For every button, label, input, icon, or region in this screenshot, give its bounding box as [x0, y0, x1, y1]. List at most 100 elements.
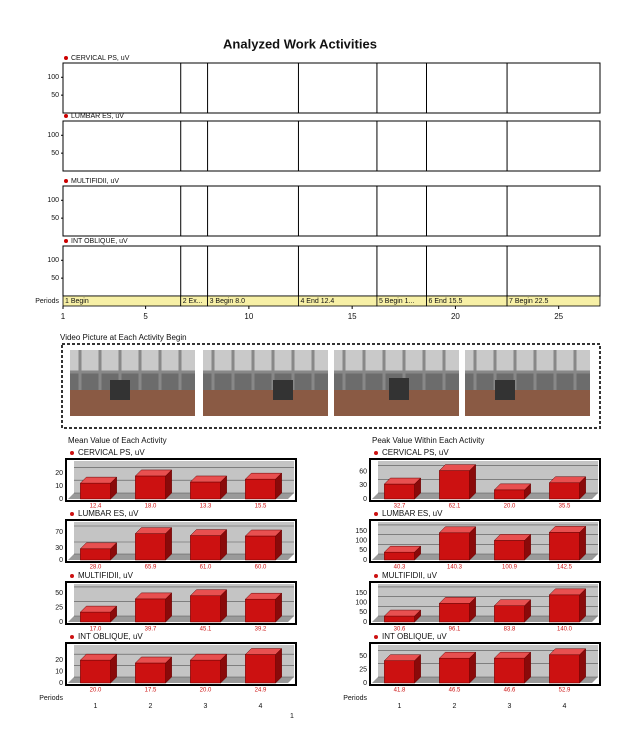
- period-label: 4 End 12.4: [300, 298, 334, 305]
- bar: [494, 657, 525, 684]
- floor: [372, 493, 598, 499]
- bar-side: [275, 592, 282, 623]
- value-label: 61.0: [200, 565, 212, 571]
- y-tick-label: 100: [47, 197, 59, 204]
- y-tick-label: 150: [355, 528, 367, 535]
- y-tick-label: 0: [59, 619, 63, 626]
- panel: [62, 62, 601, 114]
- y-tick-label: 0: [59, 557, 63, 564]
- period-label: 2 Ex...: [183, 298, 203, 305]
- x-tick-label: 1: [94, 703, 98, 710]
- video-image: [70, 350, 195, 416]
- page-number: 1: [290, 713, 294, 720]
- floor: [372, 677, 598, 683]
- bar-side: [469, 651, 476, 684]
- x-tick-label: 1: [61, 312, 66, 321]
- bar-side: [524, 599, 531, 623]
- back-wall: [74, 645, 294, 677]
- chart-title: LUMBAR ES, uV: [78, 509, 139, 518]
- bar-side: [524, 483, 531, 500]
- period-segment: [506, 295, 601, 307]
- bar: [190, 659, 221, 684]
- value-label: 62.1: [449, 504, 461, 510]
- x-tick-label: 20: [451, 312, 460, 321]
- bar-side: [220, 653, 227, 684]
- bar-side: [524, 533, 531, 561]
- floor: [372, 554, 598, 560]
- chart-title: INT OBLIQUE, uV: [78, 632, 143, 641]
- mean-title: Mean Value of Each Activity: [68, 436, 167, 445]
- floor: [68, 554, 294, 560]
- x-tick-label: 4: [259, 703, 263, 710]
- value-label: 39.2: [255, 627, 267, 633]
- y-tick-label: 60: [359, 468, 367, 475]
- periods-label: Periods: [35, 298, 59, 305]
- y-tick-label: 0: [363, 496, 367, 503]
- chart-title: CERVICAL PS, uV: [78, 448, 145, 457]
- bar-side: [275, 529, 282, 561]
- value-label: 15.5: [255, 504, 267, 510]
- chart-bullet: [374, 451, 378, 455]
- chart-bullet: [70, 451, 74, 455]
- x-tick-label: 2: [453, 703, 457, 710]
- value-label: 20.0: [504, 504, 516, 510]
- bar: [439, 470, 470, 500]
- x-tick-label: 2: [149, 703, 153, 710]
- bar: [439, 603, 470, 623]
- value-label: 60.0: [255, 565, 267, 571]
- bar: [190, 535, 221, 561]
- value-label: 17.5: [145, 688, 157, 694]
- bar-side: [414, 654, 421, 684]
- y-tick-label: 0: [363, 680, 367, 687]
- chart-bullet: [374, 635, 378, 639]
- bar-side: [110, 605, 117, 623]
- y-tick-label: 100: [47, 74, 59, 81]
- video-title: Video Picture at Each Activity Begin: [60, 333, 187, 342]
- floor: [372, 616, 598, 622]
- bar: [494, 605, 525, 623]
- y-tick-label: 25: [359, 667, 367, 674]
- value-label: 96.1: [449, 627, 461, 633]
- bar-side: [275, 647, 282, 684]
- x-tick-label: 25: [554, 312, 563, 321]
- y-tick-label: 150: [355, 590, 367, 597]
- y-tick-label: 50: [51, 150, 59, 157]
- value-label: 46.5: [449, 688, 461, 694]
- value-label: 45.1: [200, 627, 212, 633]
- period-label: 1 Begin: [65, 298, 89, 305]
- panel-label: INT OBLIQUE, uV: [71, 238, 128, 245]
- period-label: 3 Begin 8.0: [210, 298, 246, 305]
- bar: [549, 654, 580, 684]
- bar-side: [110, 653, 117, 684]
- video-images: [70, 350, 590, 416]
- panel-bullet: [64, 114, 68, 118]
- bar: [439, 657, 470, 684]
- bar-side: [579, 648, 586, 684]
- panel: [62, 245, 601, 297]
- y-tick-label: 100: [47, 257, 59, 264]
- period-label: 7 Begin 22.5: [509, 298, 548, 305]
- value-label: 100.9: [502, 565, 518, 571]
- bar: [384, 483, 415, 500]
- bar: [135, 533, 166, 561]
- back-wall: [74, 461, 294, 493]
- bar: [190, 481, 221, 500]
- y-tick-label: 10: [55, 668, 63, 675]
- value-label: 52.9: [559, 688, 571, 694]
- floor: [68, 616, 294, 622]
- x-axis-label: Periods: [343, 695, 367, 702]
- period-label: 6 End 15.5: [429, 298, 463, 305]
- x-tick-label: 15: [348, 312, 357, 321]
- chart-bullet: [374, 574, 378, 578]
- bar-side: [165, 469, 172, 500]
- bar: [245, 478, 276, 500]
- value-label: 39.7: [145, 627, 157, 633]
- back-wall: [378, 645, 598, 677]
- page-title: Analyzed Work Activities: [223, 36, 377, 51]
- y-tick-label: 20: [55, 657, 63, 664]
- x-tick-label: 4: [563, 703, 567, 710]
- bar-side: [579, 476, 586, 500]
- panel-label: MULTIFIDII, uV: [71, 178, 119, 185]
- chart-bullet: [70, 574, 74, 578]
